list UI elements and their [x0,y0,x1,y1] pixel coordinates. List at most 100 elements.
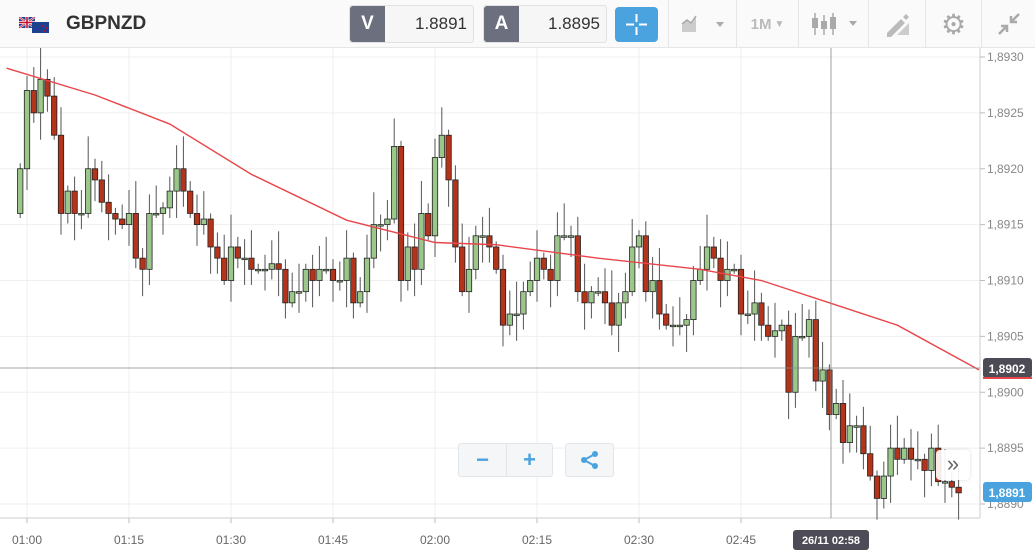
candle-up [241,257,248,261]
crosshair-time-label-bg [793,530,869,550]
candle-up [261,268,269,272]
candle-up [683,319,690,326]
candle-up [561,235,568,238]
candle-up [778,324,785,332]
candle-down [581,291,588,304]
candle-up [384,218,391,226]
x-tick-label: 01:00 [12,533,42,547]
candle-down [309,268,316,281]
drawing-tools-button[interactable] [868,0,925,48]
x-tick-label: 01:30 [216,533,246,547]
moving-average-line [6,67,980,371]
candle-up [268,263,275,270]
candle-down [867,453,874,477]
buy-price: 1.8895 [548,14,600,33]
crosshair-button[interactable] [615,7,658,42]
candle-down [540,257,547,270]
zoom-out-button[interactable]: − [458,443,507,477]
candle-down [329,268,337,281]
candle-up [479,235,486,238]
chart-type-dropdown[interactable] [668,0,736,48]
buy-label: A [484,6,519,42]
settings-button[interactable]: ⚙ [925,0,981,48]
collapse-icon [997,13,1020,35]
y-tick-label: 1,8900 [987,385,1024,399]
candle-down [98,179,105,203]
collapse-button[interactable] [981,0,1035,48]
y-tick-label: 1,8915 [987,218,1024,232]
candle-up [533,257,541,281]
candle-up [85,168,92,214]
crosshair-price-label-bg [983,358,1032,378]
candle-up [744,313,751,316]
candle-up [676,324,683,328]
candle-up [567,235,575,238]
minus-icon: − [476,447,489,472]
candle-down [948,481,955,488]
candle-up [833,403,840,415]
plus-icon: + [523,447,536,472]
scroll-to-latest-button[interactable]: » [936,450,970,480]
candle-down [493,246,500,270]
candle-down [275,263,282,270]
candle-up [431,157,439,237]
candle-up [506,313,513,326]
candle-up [697,268,704,281]
gear-icon: ⚙ [940,8,967,40]
x-tick-label: 02:15 [522,533,552,547]
candle-up [357,291,364,304]
candle-down [139,257,146,270]
candle-down [193,213,201,226]
candle-down [207,218,214,248]
y-tick-label: 1,8920 [987,162,1024,176]
candle-up [819,369,826,382]
candle-up [438,134,445,158]
candle-down [71,190,78,214]
y-tick-label: 1,8910 [987,274,1024,288]
double-chevron-right-icon: » [946,451,960,476]
candle-down [499,268,507,326]
candle-up [771,330,779,337]
candle-up [289,291,296,304]
candle-down [30,90,37,114]
candle-up [928,447,935,471]
candle-down [955,486,962,494]
zoom-in-button[interactable]: + [506,443,553,477]
candle-down [350,257,357,304]
candle-down [894,447,901,460]
candle-up [615,302,622,326]
candle-up [853,425,860,428]
last-price-label-bg [983,482,1032,502]
gb-nz-flag-icon [19,17,49,33]
candle-style-dropdown[interactable] [798,0,868,48]
crosshair-time-label: 26/11 02:58 [802,535,860,547]
candle-down [44,78,51,97]
candle-up [554,235,561,281]
price-chart[interactable]: 1,8930 1,8925 1,8920 1,8915 1,8910 1,8905 1,89… [0,48,1035,554]
candle-down [57,134,65,214]
x-tick-label: 02:30 [624,533,654,547]
candle-up [799,335,806,339]
sell-price-button[interactable]: V 1.8891 [349,5,474,43]
candle-up [846,425,853,443]
candle-up [901,447,908,460]
candle-up [527,280,534,293]
buy-price-button[interactable]: A 1.8895 [483,5,607,43]
candle-down [765,324,772,337]
candle-up [78,213,85,216]
y-tick-label: 1,8930 [987,50,1024,64]
y-tick-label: 1,8895 [987,441,1024,455]
candlestick-icon [811,13,857,35]
candle-up [703,246,711,270]
timeframe-dropdown[interactable]: 1M ▼ [736,0,798,48]
share-button[interactable] [565,443,614,477]
x-tick-label: 01:15 [114,533,144,547]
candle-up [200,218,207,226]
candle-down [921,458,928,471]
candle-up [669,324,677,328]
candle-down [860,425,867,455]
candle-up [23,90,31,170]
candle-down [608,302,615,326]
y-tick-label: 1,8925 [987,106,1024,120]
candle-down [119,218,126,226]
